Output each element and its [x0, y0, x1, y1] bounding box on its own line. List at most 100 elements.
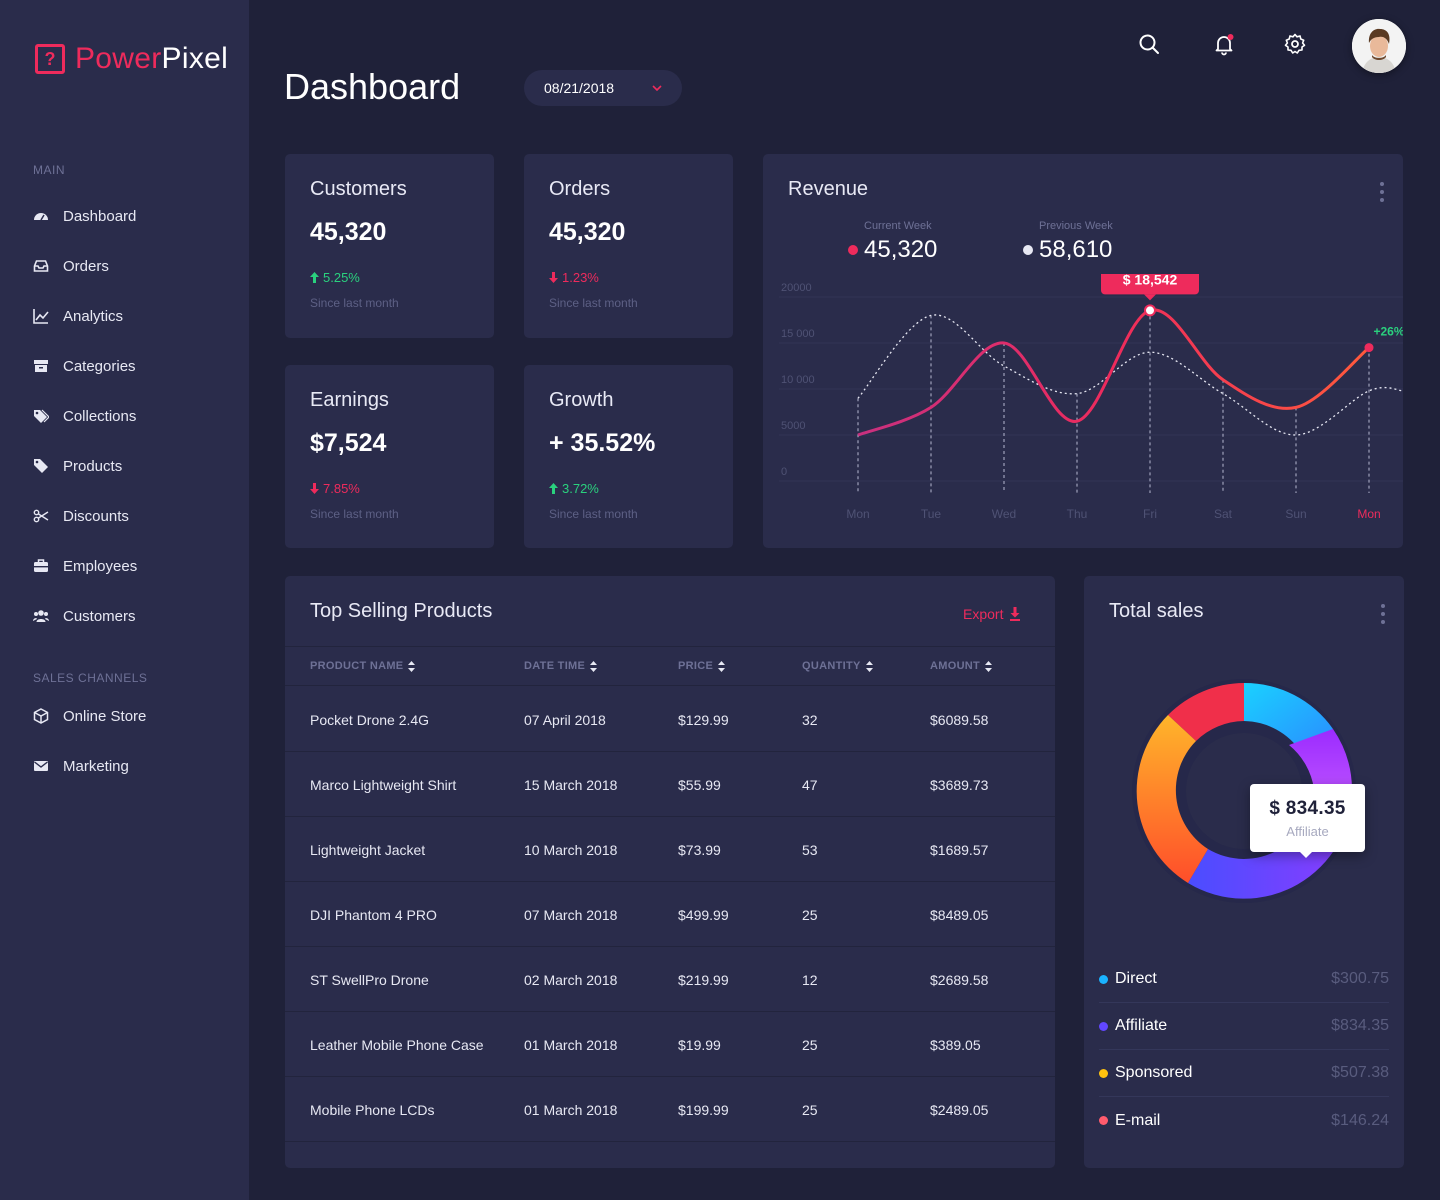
table-row[interactable]: Marco Lightweight Shirt 15 March 2018 $55.… — [285, 752, 1055, 817]
previous-week-dot — [1023, 245, 1033, 255]
stat-value: 45,320 — [310, 218, 387, 246]
table-row[interactable]: Mobile Phone LCDs 01 March 2018 $199.99 25 $… — [285, 1077, 1055, 1142]
column-header-label: PRICE — [678, 660, 714, 672]
table-cell: $2489.05 — [930, 1102, 989, 1118]
table-cell: Marco Lightweight Shirt — [310, 777, 457, 793]
date-picker[interactable]: 08/21/2018 — [524, 70, 682, 106]
table-row[interactable]: Pocket Drone 2.4G 07 April 2018 $129.99 32 $… — [285, 687, 1055, 752]
revenue-title: Revenue — [788, 178, 869, 200]
stat-value: 45,320 — [549, 218, 626, 246]
stat-label: Orders — [549, 178, 611, 200]
download-icon — [1010, 607, 1021, 621]
table-row[interactable]: ST SwellPro Drone 02 March 2018 $219.99 12 $… — [285, 947, 1055, 1012]
more-options-icon[interactable] — [1380, 603, 1386, 625]
sidebar-item-dashboard[interactable]: Dashboard — [33, 191, 137, 241]
table-cell: DJI Phantom 4 PRO — [310, 907, 437, 923]
search-icon[interactable] — [1137, 32, 1161, 56]
previous-week-value: 58,610 — [1039, 236, 1113, 263]
table-cell: Leather Mobile Phone Case — [310, 1037, 484, 1053]
avatar-portrait-icon — [1352, 19, 1406, 73]
table-cell: Lightweight Jacket — [310, 842, 426, 858]
user-avatar[interactable] — [1352, 19, 1406, 73]
sidebar-item-customers[interactable]: Customers — [33, 591, 137, 641]
bell-icon[interactable] — [1212, 32, 1236, 56]
x-tick-label: Fri — [1143, 507, 1157, 521]
brand-logo[interactable]: ? PowerPixel — [35, 42, 228, 76]
inbox-icon — [33, 260, 49, 272]
table-row[interactable]: Lightweight Jacket 10 March 2018 $73.99 53 $… — [285, 817, 1055, 882]
sidebar-item-products[interactable]: Products — [33, 441, 137, 491]
current-week-dot — [848, 245, 858, 255]
y-tick-label: 5000 — [781, 420, 805, 432]
column-header-date-time[interactable]: DATE TIME — [524, 660, 598, 672]
stat-change: 5.25% — [310, 270, 360, 285]
x-tick-label: Sun — [1285, 507, 1306, 521]
stat-change-value: 5.25% — [323, 270, 360, 285]
donut-segment-direct[interactable] — [1244, 682, 1333, 752]
column-header-label: AMOUNT — [930, 660, 981, 672]
legend-item-affiliate[interactable]: Affiliate $834.35 — [1099, 1003, 1389, 1050]
more-options-icon[interactable] — [1379, 181, 1385, 203]
chevron-down-icon — [652, 85, 662, 91]
x-tick-label: Tue — [921, 507, 942, 521]
arrow-up-icon — [310, 272, 319, 283]
main-section-label: MAIN — [33, 163, 65, 177]
archive-icon — [34, 360, 48, 372]
export-button[interactable]: Export — [963, 606, 1021, 622]
brand-name: PowerPixel — [75, 42, 228, 76]
stat-since: Since last month — [310, 507, 399, 521]
sidebar-item-online-store[interactable]: Online Store — [33, 691, 146, 741]
arrow-down-icon — [549, 272, 558, 283]
total-sales-card: Total sales $ 834.35 Affiliate Direct $30… — [1084, 576, 1404, 1168]
sidebar-item-collections[interactable]: Collections — [33, 391, 137, 441]
table-cell: 01 March 2018 — [524, 1102, 618, 1118]
legend-item-sponsored[interactable]: Sponsored $507.38 — [1099, 1050, 1389, 1097]
y-tick-label: 10 000 — [781, 374, 815, 386]
table-cell: $1689.57 — [930, 842, 989, 858]
legend-item-direct[interactable]: Direct $300.75 — [1099, 956, 1389, 1003]
table-cell: $219.99 — [678, 972, 729, 988]
stat-change-value: 3.72% — [562, 481, 599, 496]
gear-icon[interactable] — [1283, 32, 1307, 56]
sidebar-item-marketing[interactable]: Marketing — [33, 741, 146, 791]
legend-name-wrap: Affiliate — [1099, 1017, 1167, 1035]
column-header-quantity[interactable]: QUANTITY — [802, 660, 873, 672]
table-cell: $6089.58 — [930, 712, 989, 728]
stat-since: Since last month — [549, 507, 638, 521]
donut-segment-sponsored[interactable] — [1136, 715, 1208, 883]
table-cell: 07 March 2018 — [524, 907, 618, 923]
sort-icon — [985, 660, 993, 672]
column-header-price[interactable]: PRICE — [678, 660, 726, 672]
column-header-product-name[interactable]: PRODUCT NAME — [310, 660, 416, 672]
sidebar-item-analytics[interactable]: Analytics — [33, 291, 137, 341]
sidebar-item-discounts[interactable]: Discounts — [33, 491, 137, 541]
column-header-label: DATE TIME — [524, 660, 586, 672]
stat-change: 1.23% — [549, 270, 599, 285]
legend-item-email[interactable]: E-mail $146.24 — [1099, 1097, 1389, 1144]
donut-segment-sponsored-top[interactable] — [1168, 683, 1244, 741]
legend-name-wrap: Direct — [1099, 970, 1157, 988]
current-week-label: Current Week — [864, 220, 932, 232]
stat-card-orders: Orders 45,320 1.23% Since last month — [524, 154, 733, 338]
table-row[interactable]: Leather Mobile Phone Case 01 March 2018 $1… — [285, 1012, 1055, 1077]
sidebar-item-label: Analytics — [63, 307, 124, 325]
column-header-amount[interactable]: AMOUNT — [930, 660, 993, 672]
revenue-line-chart: 20000 15 000 10 000 5000 0 $ 18,542 +26% Mon Tue… — [779, 274, 1403, 521]
legend-dot — [1099, 1068, 1108, 1078]
legend-name: Sponsored — [1115, 1064, 1193, 1081]
y-tick-label: 0 — [781, 466, 787, 478]
x-tick-label: Wed — [992, 507, 1016, 521]
sidebar-item-orders[interactable]: Orders — [33, 241, 137, 291]
page-title: Dashboard — [284, 66, 461, 107]
donut-segment-affiliate-right[interactable] — [1289, 729, 1352, 789]
date-value: 08/21/2018 — [544, 80, 615, 96]
highlight-point — [1144, 304, 1156, 317]
brand-name-part1: Power — [75, 42, 162, 75]
table-cell: ST SwellPro Drone — [310, 972, 429, 988]
sidebar-item-employees[interactable]: Employees — [33, 541, 137, 591]
sidebar-item-categories[interactable]: Categories — [33, 341, 137, 391]
revenue-card: Revenue Current Week 45,320 Previous Wee… — [763, 154, 1403, 548]
stat-label: Earnings — [310, 389, 389, 411]
table-row[interactable]: DJI Phantom 4 PRO 07 March 2018 $499.99 25 $… — [285, 882, 1055, 947]
table-cell: $8489.05 — [930, 907, 989, 923]
